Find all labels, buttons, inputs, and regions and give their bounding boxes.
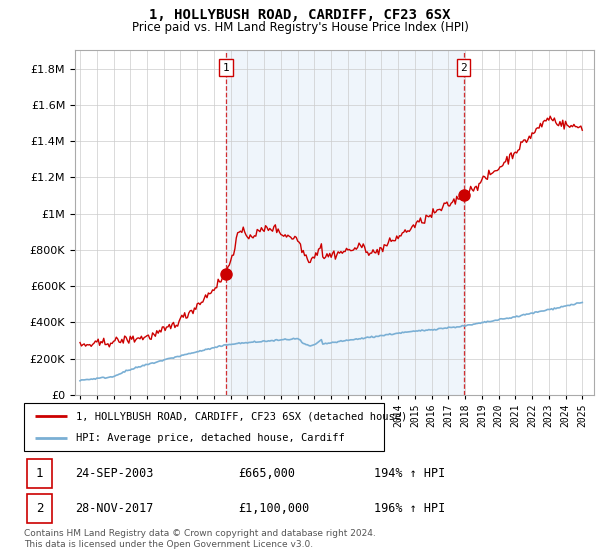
Text: 24-SEP-2003: 24-SEP-2003 — [75, 466, 153, 480]
Text: £1,100,000: £1,100,000 — [238, 502, 310, 515]
Text: 28-NOV-2017: 28-NOV-2017 — [75, 502, 153, 515]
Text: 194% ↑ HPI: 194% ↑ HPI — [374, 466, 445, 480]
FancyBboxPatch shape — [27, 459, 52, 488]
Text: 2: 2 — [36, 502, 43, 515]
Text: £665,000: £665,000 — [238, 466, 295, 480]
Bar — [226, 50, 464, 395]
Text: 2: 2 — [460, 63, 467, 73]
Text: 1, HOLLYBUSH ROAD, CARDIFF, CF23 6SX: 1, HOLLYBUSH ROAD, CARDIFF, CF23 6SX — [149, 8, 451, 22]
Text: HPI: Average price, detached house, Cardiff: HPI: Average price, detached house, Card… — [76, 433, 345, 443]
Text: 1, HOLLYBUSH ROAD, CARDIFF, CF23 6SX (detached house): 1, HOLLYBUSH ROAD, CARDIFF, CF23 6SX (de… — [76, 411, 407, 421]
Text: 196% ↑ HPI: 196% ↑ HPI — [374, 502, 445, 515]
FancyBboxPatch shape — [24, 403, 384, 451]
FancyBboxPatch shape — [27, 493, 52, 523]
Text: Contains HM Land Registry data © Crown copyright and database right 2024.
This d: Contains HM Land Registry data © Crown c… — [24, 529, 376, 549]
Text: 1: 1 — [223, 63, 230, 73]
Text: 1: 1 — [36, 466, 43, 480]
Text: Price paid vs. HM Land Registry's House Price Index (HPI): Price paid vs. HM Land Registry's House … — [131, 21, 469, 34]
